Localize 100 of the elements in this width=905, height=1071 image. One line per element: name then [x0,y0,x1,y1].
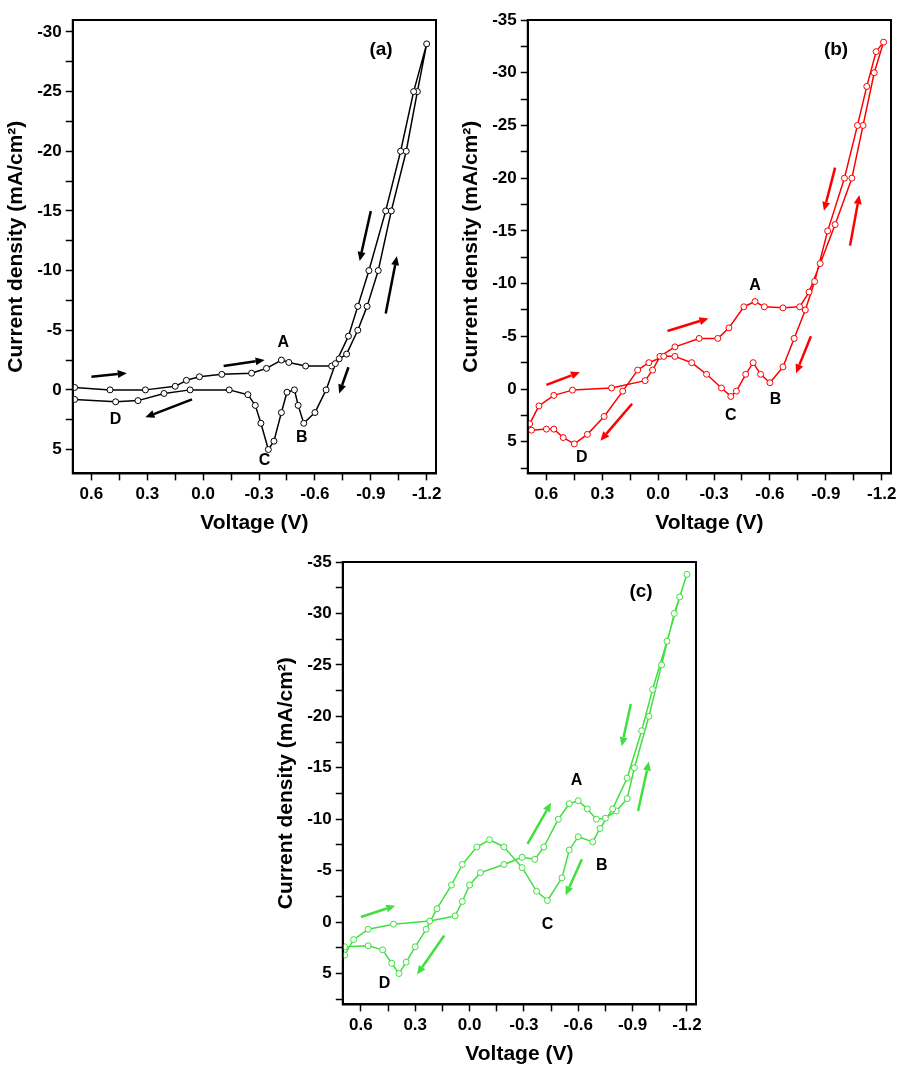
point [72,395,79,403]
point [195,373,203,381]
point [374,267,382,275]
point [623,774,631,782]
point [531,855,539,863]
y-tick-label: -5 [316,860,332,880]
y-tick-label: 5 [322,963,332,983]
point [757,370,765,378]
point [811,278,819,285]
point [363,302,371,310]
point [500,860,508,868]
point [458,860,466,868]
point [760,303,768,311]
point [387,207,395,215]
point [805,288,813,296]
point [550,391,558,399]
point [863,82,871,90]
x-tick-label: 0.3 [135,484,160,504]
annotation: C [725,405,738,423]
x-tick-label: 0.3 [590,484,615,504]
x-tick-label: -1.2 [672,1015,702,1035]
y-tick-label: -10 [307,808,332,828]
x-tick-label: 0.6 [349,1015,373,1035]
y-tick-label: 5 [52,439,62,459]
y-tick-label: -5 [501,326,517,346]
point [831,221,839,229]
point [740,303,748,311]
point [476,869,484,877]
point [277,356,285,364]
point [311,409,319,417]
x-tick-label: 0.0 [646,484,670,504]
y-tick-label: -25 [492,115,517,135]
point [262,364,270,372]
point [717,384,725,392]
point [248,369,256,377]
x-tick-label: 0.0 [457,1015,482,1035]
point [225,386,233,394]
point [134,397,142,405]
annotation: A [749,276,762,294]
point [703,370,711,378]
point [458,898,466,906]
x-tick-label: 0.3 [403,1015,428,1035]
point [423,40,431,48]
point [451,912,459,920]
point [671,343,679,351]
point [670,609,678,617]
point [558,874,566,882]
point [658,661,666,669]
point [402,958,410,966]
x-tick-label: -0.9 [811,484,841,504]
point [535,402,543,410]
y-tick-label: 0 [322,911,332,931]
x-axis-title: Voltage (V) [655,510,764,534]
point [112,398,120,406]
y-tick-label: -15 [307,757,332,777]
point [543,896,551,904]
point [663,637,671,645]
point [382,207,390,215]
point [141,386,149,394]
x-tick-label: -1.2 [412,484,442,504]
point [270,437,278,445]
point [638,727,646,735]
annotation: (c) [629,580,653,602]
point [344,332,352,340]
point [486,836,493,844]
point [565,800,573,808]
point [645,359,653,367]
point [634,366,642,374]
point [623,795,631,803]
x-tick-label: -0.6 [563,1015,593,1035]
point [574,833,582,841]
point [447,881,455,889]
point [725,324,733,332]
point [322,386,330,394]
point [751,298,759,306]
point [848,174,856,182]
point [335,355,343,363]
point [660,352,668,360]
point [411,943,419,951]
point [619,387,627,395]
point [630,764,638,772]
y-tick-label: 0 [52,379,62,399]
y-tick-label: -20 [37,140,62,160]
point [859,121,867,129]
y-tick-label: -15 [492,220,517,240]
point [364,925,372,933]
point [671,352,679,360]
point [540,843,548,851]
point [683,570,691,578]
point [251,401,259,409]
point [343,350,351,358]
point [641,377,649,385]
y-tick-label: -30 [492,62,517,82]
x-tick-label: 0.0 [191,484,215,504]
point [824,227,832,235]
point [649,686,657,694]
point [182,376,190,384]
point [218,370,226,378]
point [433,905,441,913]
y-axis-title: Current density (mA/cm²) [458,120,482,373]
